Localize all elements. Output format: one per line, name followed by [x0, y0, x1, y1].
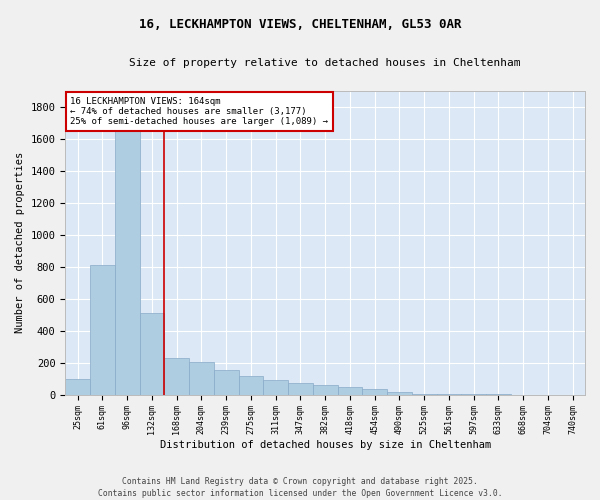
Bar — [362, 389, 387, 394]
Bar — [288, 382, 313, 394]
Y-axis label: Number of detached properties: Number of detached properties — [15, 152, 25, 333]
Bar — [164, 358, 189, 395]
Bar — [90, 265, 115, 394]
Text: 16, LECKHAMPTON VIEWS, CHELTENHAM, GL53 0AR: 16, LECKHAMPTON VIEWS, CHELTENHAM, GL53 … — [139, 18, 461, 30]
Bar — [65, 378, 90, 394]
Title: Size of property relative to detached houses in Cheltenham: Size of property relative to detached ho… — [130, 58, 521, 68]
Text: Contains HM Land Registry data © Crown copyright and database right 2025.
Contai: Contains HM Land Registry data © Crown c… — [98, 476, 502, 498]
Bar — [387, 392, 412, 394]
Bar — [140, 313, 164, 394]
Bar — [338, 387, 362, 394]
Bar — [263, 380, 288, 394]
Text: 16 LECKHAMPTON VIEWS: 164sqm
← 74% of detached houses are smaller (3,177)
25% of: 16 LECKHAMPTON VIEWS: 164sqm ← 74% of de… — [70, 96, 328, 126]
Bar — [313, 385, 338, 394]
Bar — [189, 362, 214, 394]
Bar — [239, 376, 263, 394]
Bar — [214, 370, 239, 394]
X-axis label: Distribution of detached houses by size in Cheltenham: Distribution of detached houses by size … — [160, 440, 491, 450]
Bar — [115, 120, 140, 394]
